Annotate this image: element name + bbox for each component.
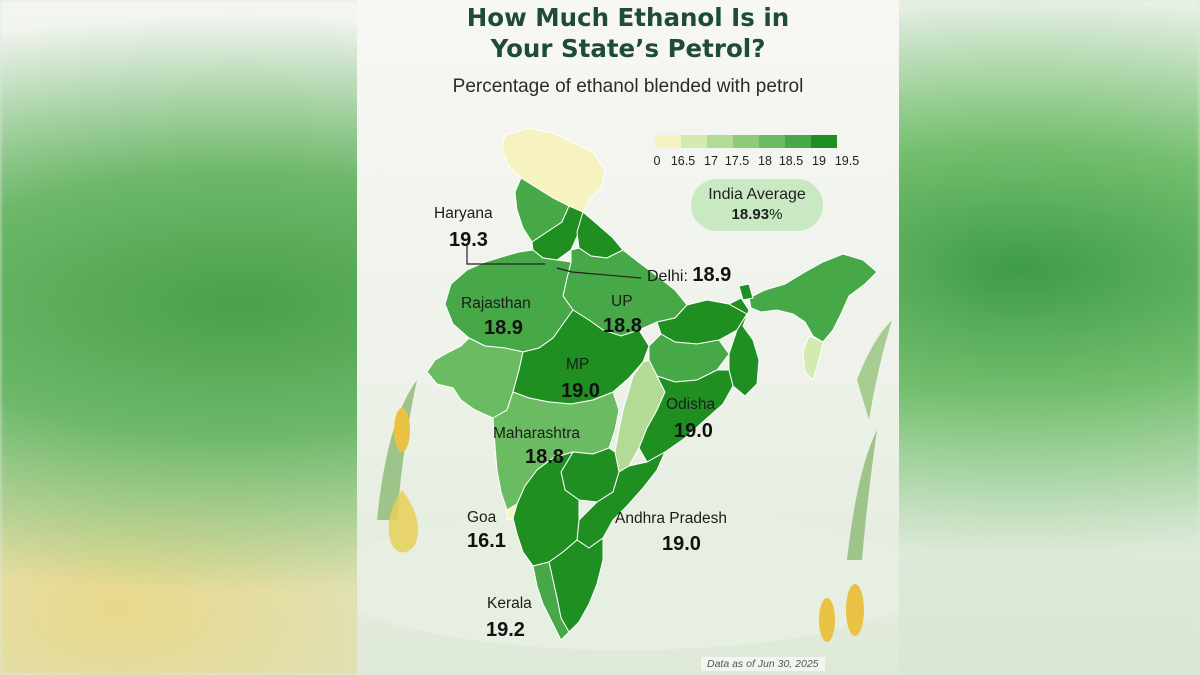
label-andhra-name: Andhra Pradesh [615, 510, 728, 527]
label-rajasthan-name: Rajasthan [461, 295, 531, 312]
label-odisha-value: 19.0 [674, 420, 713, 442]
region-jammu-kashmir [501, 127, 606, 213]
legend-label: 16.5 [670, 154, 696, 168]
india-average-value: 18.93% [691, 206, 823, 223]
data-date-note: Data as of Jun 30, 2025 [701, 657, 825, 671]
infographic-panel: How Much Ethanol Is in Your State’s Petr… [357, 0, 899, 675]
legend-label: 17 [704, 154, 718, 168]
label-goa-name: Goa [467, 509, 497, 526]
legend-swatch [733, 135, 759, 148]
legend-label: 19 [812, 154, 826, 168]
label-mp-name: MP [566, 356, 590, 373]
legend-label: 0 [653, 154, 661, 168]
legend-swatch [707, 135, 733, 148]
page-title: How Much Ethanol Is in Your State’s Petr… [357, 2, 899, 64]
legend-label: 18 [758, 154, 772, 168]
corn-plant-decor [377, 320, 892, 642]
india-average-badge: India Average 18.93% [691, 179, 823, 231]
region-kerala [532, 561, 570, 641]
delhi-leader-line [556, 267, 642, 279]
legend-swatch [785, 135, 811, 148]
region-odisha [638, 369, 734, 463]
label-andhra-value: 19.0 [662, 533, 701, 555]
title-line-1: How Much Ethanol Is in [466, 3, 790, 32]
haryana-leader-line [466, 245, 545, 265]
label-delhi-name: Delhi: [647, 268, 688, 285]
label-goa-value: 16.1 [467, 530, 506, 552]
legend-label: 17.5 [724, 154, 750, 168]
label-delhi-value: 18.9 [692, 264, 732, 286]
label-kerala-value: 19.2 [486, 619, 525, 641]
india-average-label: India Average [708, 186, 806, 203]
label-maharashtra-name: Maharashtra [493, 425, 581, 442]
region-goa [506, 502, 518, 521]
legend-label: 19.5 [834, 154, 860, 168]
region-northeast [748, 253, 878, 343]
legend-swatch [655, 135, 681, 148]
title-line-2: Your State’s Petrol? [490, 34, 766, 63]
label-rajasthan-value: 18.9 [484, 317, 523, 339]
label-mp-value: 19.0 [561, 380, 600, 402]
label-haryana-value: 19.3 [449, 229, 488, 251]
label-up-value: 18.8 [603, 315, 642, 337]
region-west-bengal [727, 297, 760, 397]
subtitle: Percentage of ethanol blended with petro… [452, 76, 804, 97]
india-average-number: 18.93 [731, 206, 770, 223]
label-up-name: UP [611, 293, 633, 310]
legend-swatch [681, 135, 707, 148]
legend-label: 18.5 [778, 154, 804, 168]
label-odisha-name: Odisha [666, 396, 716, 413]
lake-scenery [357, 510, 899, 650]
india-average-unit: % [769, 206, 783, 223]
label-kerala-name: Kerala [487, 595, 532, 612]
label-maharashtra-value: 18.8 [525, 446, 564, 468]
region-sikkim [738, 283, 754, 301]
region-tripura-mizoram [802, 335, 824, 381]
india-map [357, 127, 899, 650]
region-karnataka [512, 451, 580, 567]
region-andhra [576, 450, 667, 549]
label-haryana-name: Haryana [434, 205, 493, 222]
legend-swatch [811, 135, 837, 148]
label-delhi: Delhi: 18.9 [647, 264, 731, 287]
region-gujarat [426, 337, 524, 419]
legend-swatch [759, 135, 785, 148]
